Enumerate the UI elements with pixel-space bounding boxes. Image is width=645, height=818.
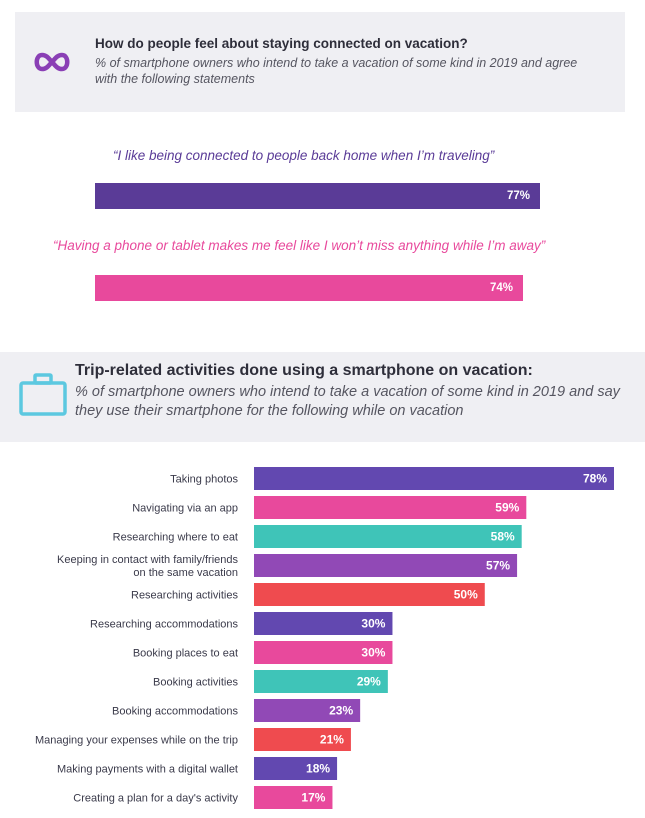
statement-2-value-label: 74% [489, 282, 513, 294]
activity-value-label: 78% [583, 472, 607, 486]
section1-header-panel [15, 12, 625, 112]
activity-value-label: 50% [454, 588, 478, 602]
activity-value-label: 21% [320, 733, 344, 747]
section2-header-panel [0, 352, 645, 442]
activity-bar [254, 525, 522, 548]
activity-bar [254, 670, 388, 693]
activity-bar [254, 757, 338, 780]
statement-1-value-label: 77% [506, 190, 530, 202]
activity-value-label: 57% [486, 559, 510, 573]
activity-value-label: 29% [357, 675, 381, 689]
section2-subtitle: % of smartphone owners who intend to tak… [75, 384, 620, 419]
activity-bar [254, 467, 614, 490]
activity-bar [254, 612, 393, 635]
activity-category-label: Booking activities [153, 677, 238, 689]
activity-category-label: Keeping in contact with family/friends on… [57, 554, 238, 579]
section2-title: Trip-related activities done using a sma… [75, 362, 533, 379]
activity-bar [254, 583, 485, 606]
statement-1-text: “I like being connected to people back h… [113, 148, 495, 163]
activity-category-label: Researching activities [131, 590, 238, 602]
activities-bar-chart: 78% Taking photos 59% Navigating via an app… [35, 467, 614, 809]
infinity-links-icon [34, 52, 70, 72]
statement-2-text: “Having a phone or tablet makes me feel … [53, 238, 546, 253]
activity-category-label: Taking photos [170, 474, 238, 486]
activity-category-label: Researching accommodations [90, 619, 238, 631]
activity-value-label: 30% [361, 617, 385, 631]
activity-value-label: 58% [491, 530, 515, 544]
activity-category-label: Creating a plan for a day's activity [73, 793, 238, 805]
activity-category-label: Making payments with a digital wallet [57, 764, 238, 776]
activity-bar [254, 699, 361, 722]
activity-value-label: 23% [329, 704, 353, 718]
section1-title: How do people feel about staying connect… [95, 36, 468, 51]
activity-value-label: 59% [495, 501, 519, 515]
activity-category-label: Navigating via an app [132, 503, 238, 515]
activity-bar [254, 641, 393, 664]
activity-category-label: Booking places to eat [133, 648, 238, 660]
activity-value-label: 30% [361, 646, 385, 660]
activity-category-label: Booking accommodations [112, 706, 238, 718]
statement-1-bar: 77% [95, 183, 540, 209]
suitcase-icon [19, 373, 67, 416]
activity-category-label: Managing your expenses while on the trip [35, 735, 238, 747]
activity-value-label: 17% [301, 791, 325, 805]
activity-bar [254, 728, 351, 751]
activity-value-label: 18% [306, 762, 330, 776]
activity-bar [254, 496, 527, 519]
section1-subtitle: % of smartphone owners who intend to tak… [95, 56, 578, 86]
activity-category-label: Researching where to eat [113, 532, 238, 544]
statement-2-bar: 74% [95, 275, 523, 301]
activity-bar [254, 554, 518, 577]
activity-bar [254, 786, 333, 809]
